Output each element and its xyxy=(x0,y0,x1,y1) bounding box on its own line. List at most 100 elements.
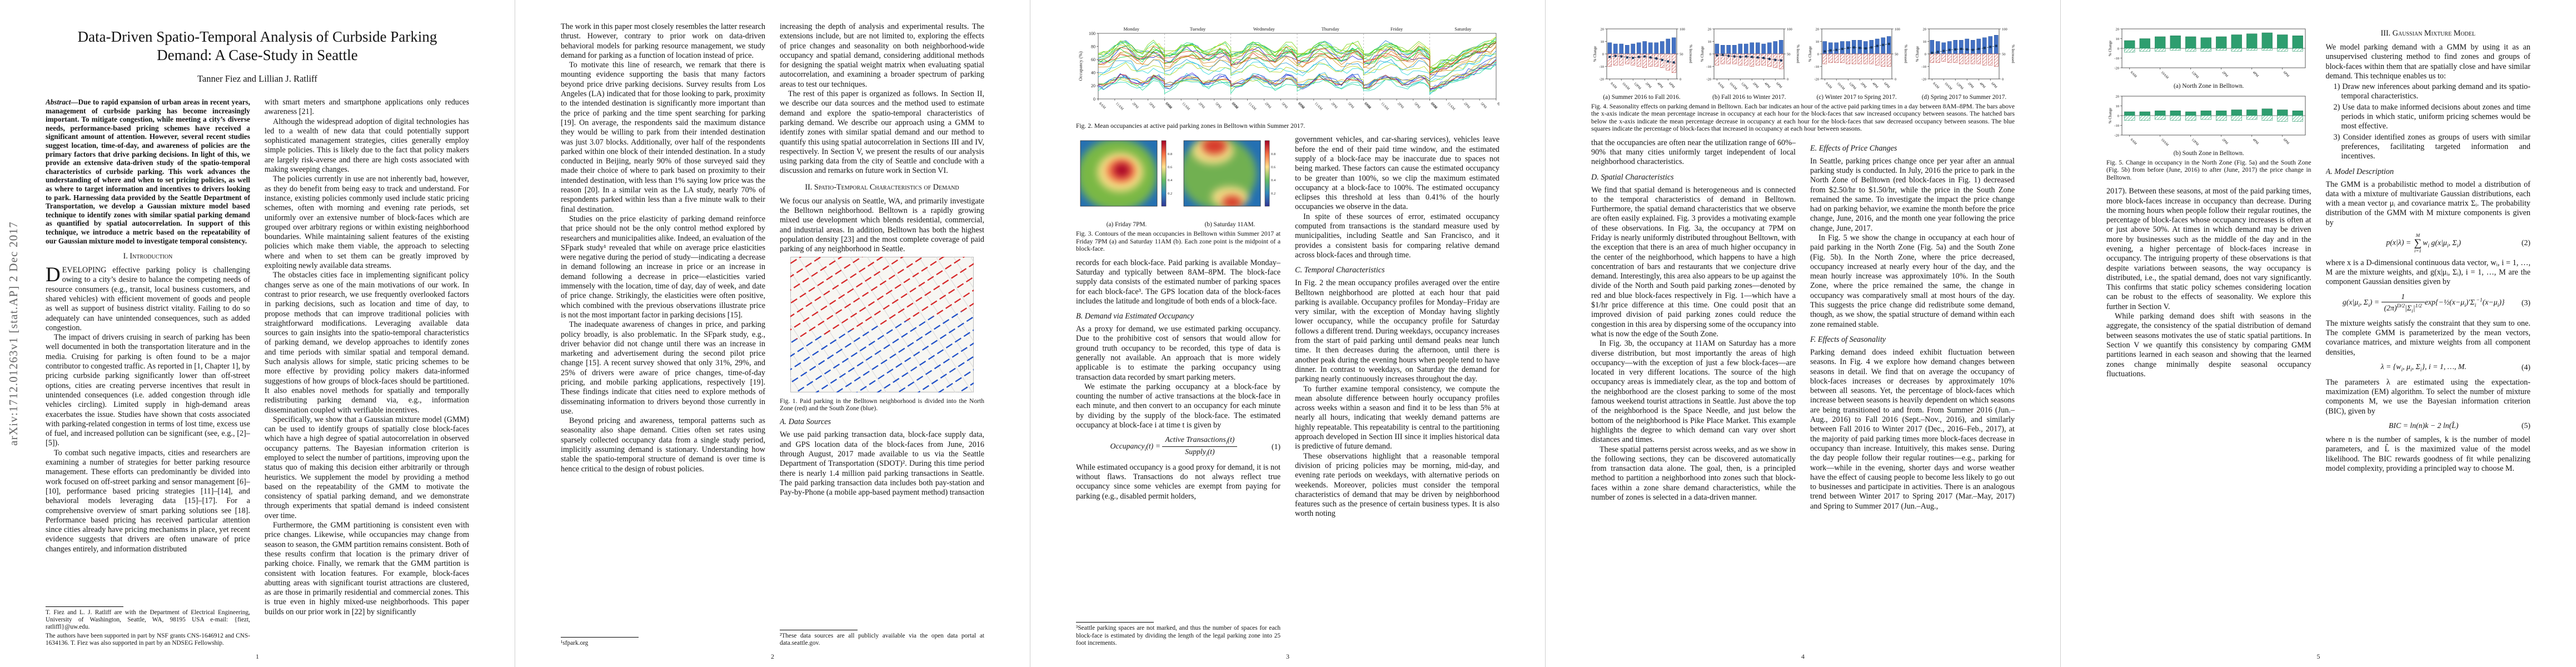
figure-3-caption: Fig. 3. Contours of the mean occupancies… xyxy=(1076,230,1280,253)
abstract: Abstract—Due to rapid expansion of urban… xyxy=(46,98,250,245)
svg-text:8AM: 8AM xyxy=(1231,102,1239,110)
footnote: T. Fiez and L. J. Ratliff are with the D… xyxy=(46,609,250,631)
paragraph: In Fig. 5 we show the change in occupanc… xyxy=(1810,233,2015,329)
subsection-e-heading: E. Effects of Price Changes xyxy=(1810,143,1897,153)
svg-text:0: 0 xyxy=(1787,77,1788,81)
page1-column-right: with smart meters and smartphone applica… xyxy=(265,98,469,648)
section-1-heading: I. Introduction xyxy=(123,252,173,261)
paragraph: In Fig. 2 the mean occupancy profiles av… xyxy=(1295,278,1499,384)
paragraph: While parking demand does shift with sea… xyxy=(2106,312,2311,379)
svg-text:0: 0 xyxy=(1895,77,1896,81)
svg-text:6PM: 6PM xyxy=(1990,82,1998,89)
svg-text:20: 20 xyxy=(1091,83,1095,88)
svg-text:8AM: 8AM xyxy=(1932,82,1940,90)
svg-text:-10: -10 xyxy=(2114,124,2119,128)
equation-4-number: (4) xyxy=(2521,363,2530,372)
svg-text:0: 0 xyxy=(1817,52,1818,56)
equation-3-lhs: g(x|μi, Σi) = xyxy=(2342,298,2381,309)
page-number: 2 xyxy=(771,653,774,660)
svg-text:% Increased: % Increased xyxy=(1904,44,1907,63)
figure-5: -20 -10 0 10 20 8AM 10AM 12PM 2PM 4PM 6PM % Change (… xyxy=(2106,24,2311,181)
footnotes: ²These data sources are all publicly ava… xyxy=(780,627,984,648)
paragraph: where n is the number of samples, k is t… xyxy=(2325,435,2531,473)
page5-column-left: -20 -10 0 10 20 8AM 10AM 12PM 2PM 4PM 6PM % Change (… xyxy=(2106,22,2311,648)
page-number: 4 xyxy=(1801,653,1805,660)
page-5: -20 -10 0 10 20 8AM 10AM 12PM 2PM 4PM 6PM% Change(… xyxy=(2061,0,2576,667)
section-3-heading: III. Gaussian Mixture Model xyxy=(2380,29,2476,38)
svg-text:10: 10 xyxy=(1601,40,1605,44)
svg-text:-10: -10 xyxy=(1814,65,1819,69)
svg-text:-20: -20 xyxy=(2114,133,2119,137)
page-number: 1 xyxy=(256,653,259,660)
svg-text:0: 0 xyxy=(1602,52,1604,56)
paragraph: The rest of this paper is organized as f… xyxy=(780,89,984,176)
svg-text:10AM: 10AM xyxy=(1836,82,1846,91)
svg-text:11AM: 11AM xyxy=(1248,102,1257,111)
svg-text:0.6: 0.6 xyxy=(1168,166,1173,170)
svg-text:20: 20 xyxy=(2116,94,2120,98)
fig2-canvas: 0 20 40 60 80 100 Occupancy (%) Monday 8AM 11AM 2P… xyxy=(1076,24,1499,120)
subsection-d-heading: D. Spatial Characteristics xyxy=(1591,172,1674,182)
svg-text:2PM: 2PM xyxy=(1463,102,1471,109)
svg-text:% Increased: % Increased xyxy=(2011,44,2015,63)
paragraph: To combat such negative impacts, cities … xyxy=(46,448,250,554)
svg-text:Wednesday: Wednesday xyxy=(1253,26,1275,32)
svg-text:8AM: 8AM xyxy=(1430,102,1438,110)
svg-text:6PM: 6PM xyxy=(2283,71,2290,78)
svg-text:8AM: 8AM xyxy=(1363,102,1372,110)
footnotes: ³Seattle parking spaces are not marked, … xyxy=(1076,620,1280,648)
svg-text:10: 10 xyxy=(1922,40,1926,44)
svg-text:0: 0 xyxy=(1710,52,1711,56)
figure-4-caption: Fig. 4. Seasonality effects on parking d… xyxy=(1591,103,2015,133)
svg-text:2PM: 2PM xyxy=(1331,102,1338,109)
page1-column-left: Abstract—Due to rapid expansion of urban… xyxy=(46,98,250,648)
paragraph: that the occupancies are often near the … xyxy=(1591,138,1796,167)
svg-text:-20: -20 xyxy=(1707,77,1712,81)
svg-text:-20: -20 xyxy=(1814,77,1819,81)
svg-text:Tuesday: Tuesday xyxy=(1190,26,1206,32)
paragraph: Studies on the price elasticity of parki… xyxy=(561,214,765,320)
svg-text:0: 0 xyxy=(1925,52,1926,56)
subsection-c-heading: C. Temporal Characteristics xyxy=(1295,266,1385,275)
svg-text:10AM: 10AM xyxy=(2160,138,2170,147)
paragraph: While estimated occupancy is a good prox… xyxy=(1076,462,1280,501)
svg-text:8AM: 8AM xyxy=(2130,71,2138,79)
arxiv-stamp: arXiv:1712.01263v1 [stat.AP] 2 Dec 2017 xyxy=(7,221,20,446)
svg-text:10: 10 xyxy=(1708,40,1712,44)
footnote: ³Seattle parking spaces are not marked, … xyxy=(1076,625,1280,646)
svg-text:5PM: 5PM xyxy=(1148,102,1156,109)
equation-1-numerator: Active Transactionsi(t) xyxy=(1162,435,1238,447)
paragraph: The inadequate awareness of changes in p… xyxy=(561,320,765,416)
svg-text:2PM: 2PM xyxy=(1198,102,1205,109)
svg-text:100: 100 xyxy=(1895,27,1900,31)
svg-text:50: 50 xyxy=(2002,52,2006,56)
svg-text:8AM: 8AM xyxy=(1297,102,1306,110)
svg-text:12PM: 12PM xyxy=(1741,82,1750,91)
svg-text:20: 20 xyxy=(1708,27,1712,31)
svg-text:8AM: 8AM xyxy=(1825,82,1833,90)
svg-text:11AM: 11AM xyxy=(1181,102,1190,111)
paper-title: Data-Driven Spatio-Temporal Analysis of … xyxy=(77,28,437,63)
footnote: ²These data sources are all publicly ava… xyxy=(780,632,984,646)
paragraph: To motivate this line of research, we re… xyxy=(561,61,765,214)
svg-text:Monday: Monday xyxy=(1123,26,1139,32)
svg-text:10: 10 xyxy=(1815,40,1819,44)
footnote: The authors have been supported in part … xyxy=(46,632,250,646)
svg-text:0.2: 0.2 xyxy=(1271,192,1275,196)
paragraph: As a proxy for demand, we use estimated … xyxy=(1076,325,1280,382)
svg-text:10AM: 10AM xyxy=(1621,82,1631,91)
paragraph: In Seattle, parking prices change once p… xyxy=(1810,156,2015,233)
equation-5: BIC = ln(n)k − 2 ln(L̂) (5) xyxy=(2326,421,2530,430)
list-item: 2) Use data to make informed decisions a… xyxy=(2333,102,2531,131)
fig4-sublabel: (a) Summer 2016 to Fall 2016. xyxy=(1603,94,1681,101)
figure-4: -20 -10 0 10 20 0 50 100 8AM 10AM 12PM 2PM 4PM 6PM% C… xyxy=(1591,24,2015,133)
paragraph: Specifically, we show that a Gaussian mi… xyxy=(265,415,469,520)
svg-text:12PM: 12PM xyxy=(1955,82,1964,91)
paragraph: The obstacles cities face in implementin… xyxy=(265,271,469,415)
figure-3: 0.8 0.6 0.4 0.2 (a) Friday 7PM. 0.8 0.6 0.4 0.2 (… xyxy=(1076,137,1280,252)
equation-4: λ = {wi, μi, Σi}, i = 1, …, M. (4) xyxy=(2326,362,2530,373)
fig4-panels: -20 -10 0 10 20 0 50 100 8AM 10AM 12PM 2PM 4PM 6PM% C… xyxy=(1591,24,2015,101)
svg-text:0.8: 0.8 xyxy=(1168,152,1172,156)
paragraph: These spatial patterns persist across we… xyxy=(1591,445,1796,502)
svg-text:10: 10 xyxy=(2116,37,2120,41)
